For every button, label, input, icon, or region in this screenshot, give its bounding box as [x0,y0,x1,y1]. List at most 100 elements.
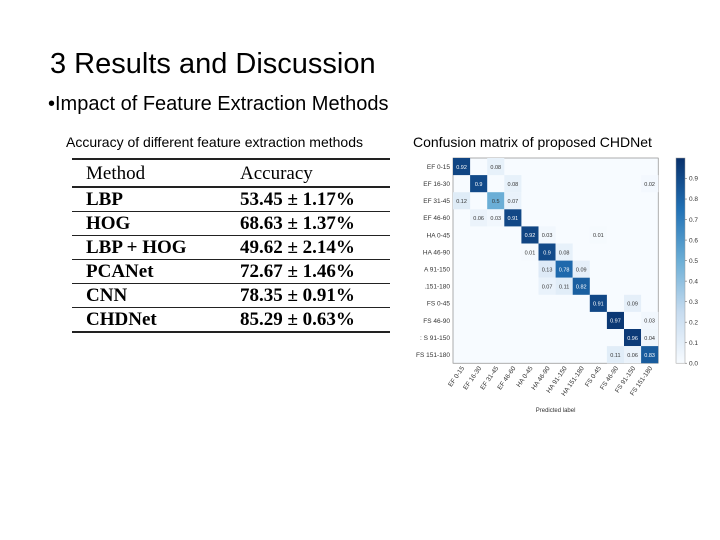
table-row: PCANet 72.67 ± 1.46% [72,260,390,284]
cell-value-label: 0.08 [507,182,518,188]
row-tick-label: FS 46-90 [423,318,450,325]
header-method: Method [86,162,146,184]
matrix-cell [504,192,522,210]
matrix-cell [606,346,624,364]
matrix-cell [521,226,539,244]
bullet-heading: •Impact of Feature Extraction Methods [48,93,389,115]
accuracy-cell: 68.63 ± 1.37% [240,213,355,234]
colorbar-tick-label: 0.6 [689,237,698,244]
row-tick-label: .151-180 [424,284,450,291]
row-tick-label: EF 0-15 [427,164,451,171]
colorbar-tick-label: 0.5 [689,258,698,265]
matrix-cell [624,346,642,364]
matrix-cell [589,226,607,244]
matrix-cell [487,192,505,210]
accuracy-table-container: Method Accuracy LBP 53.45 ± 1.17% HOG 68… [72,158,390,333]
table-row: CHDNet 85.29 ± 0.63% [72,308,390,332]
matrix-cell [453,158,471,176]
confusion-matrix-caption: Confusion matrix of proposed CHDNet [413,134,652,150]
cell-value-label: 0.07 [542,284,553,290]
accuracy-table: Method Accuracy LBP 53.45 ± 1.17% HOG 68… [72,158,390,333]
accuracy-cell: 78.35 ± 0.91% [240,285,355,306]
colorbar-tick-label: 0.9 [689,176,698,183]
method-cell: PCANet [86,261,154,282]
table-header-row: Method Accuracy [72,159,390,187]
accuracy-cell: 72.67 ± 1.46% [240,261,355,282]
row-tick-label: FS 151-180 [416,352,450,359]
matrix-cell [641,329,659,347]
matrix-cell [641,175,659,193]
cell-value-label: 0.01 [525,250,536,256]
cell-value-label: 0.02 [644,182,655,188]
matrix-cell [538,243,556,261]
matrix-cell [606,311,624,329]
cell-value-label: 0.03 [644,319,655,325]
row-tick-label: EF 31-45 [423,198,450,205]
cell-value-label: 0.06 [473,216,484,222]
row-tick-label: HA 46-90 [423,249,450,256]
matrix-cell [555,243,573,261]
colorbar-tick-label: 0.3 [689,299,698,306]
colorbar [675,157,686,364]
table-row: HOG 68.63 ± 1.37% [72,212,390,236]
matrix-cell [453,192,471,210]
colorbar-tick-label: 0.1 [689,340,698,347]
row-tick-label: : S 91-150 [420,335,450,342]
cell-value-label: 0.92 [525,233,536,239]
colorbar-tick-label: 0.7 [689,217,698,224]
cell-value-label: 0.03 [542,233,553,239]
cell-value-label: 0.04 [644,336,655,342]
row-tick-label: FS 0-45 [427,301,451,308]
confusion-matrix-chart: 0.92 0.08 0.9 0.08 0.02 0.12 0.5 0.07 0.06 0.03 0.… [416,157,698,414]
matrix-cell [538,260,556,278]
row-tick-label: A 91-150 [424,266,450,273]
cell-value-label: 0.96 [627,336,638,342]
cell-value-label: 0.82 [576,284,587,290]
method-cell: CNN [86,285,128,306]
cell-value-label: 0.9 [475,182,483,188]
header-accuracy: Accuracy [240,162,313,184]
method-cell: CHDNet [86,309,157,330]
cell-value-label: 0.03 [490,216,501,222]
cell-value-label: 0.9 [543,250,551,256]
matrix-cell [641,346,659,364]
cell-value-label: 0.08 [490,165,501,171]
method-cell: HOG [86,213,131,234]
table-row: LBP + HOG 49.62 ± 2.14% [72,236,390,260]
colorbar-tick-label: 0.2 [689,319,698,326]
x-axis-label: Predicted label [536,408,576,414]
cell-value-label: 0.01 [593,233,604,239]
cell-value-label: 0.06 [627,353,638,359]
cell-value-label: 0.07 [507,199,518,205]
cell-value-label: 0.78 [559,267,570,273]
cell-value-label: 0.12 [456,199,467,205]
cell-value-label: 0.92 [456,165,467,171]
cell-value-label: 0.97 [610,319,621,325]
slide-title: 3 Results and Discussion [50,48,376,80]
method-cell: LBP + HOG [86,237,187,258]
table-row: CNN 78.35 ± 0.91% [72,284,390,308]
matrix-cell [538,226,556,244]
cell-value-label: 0.91 [507,216,518,222]
matrix-cell [641,311,659,329]
row-tick-label: HA 0-45 [427,232,451,239]
colorbar-tick-label: 0.8 [689,196,698,203]
cell-value-label: 0.09 [627,302,638,308]
matrix-cell [555,260,573,278]
matrix-cell [487,209,505,227]
cell-value-label: 0.91 [593,302,604,308]
method-cell: LBP [86,189,123,210]
cell-value-label: 0.08 [559,250,570,256]
matrix-cell [572,260,590,278]
matrix-cell [487,158,505,176]
colorbar-tick-label: 0.4 [689,278,698,285]
accuracy-cell: 85.29 ± 0.63% [240,309,355,330]
matrix-cell [538,277,556,295]
table-caption: Accuracy of different feature extraction… [66,134,364,150]
cell-value-label: 0.13 [542,267,553,273]
matrix-cell [521,243,539,261]
matrix-cell [555,277,573,295]
accuracy-cell: 53.45 ± 1.17% [240,189,355,210]
matrix-cell [624,294,642,312]
matrix-cell [470,175,488,193]
